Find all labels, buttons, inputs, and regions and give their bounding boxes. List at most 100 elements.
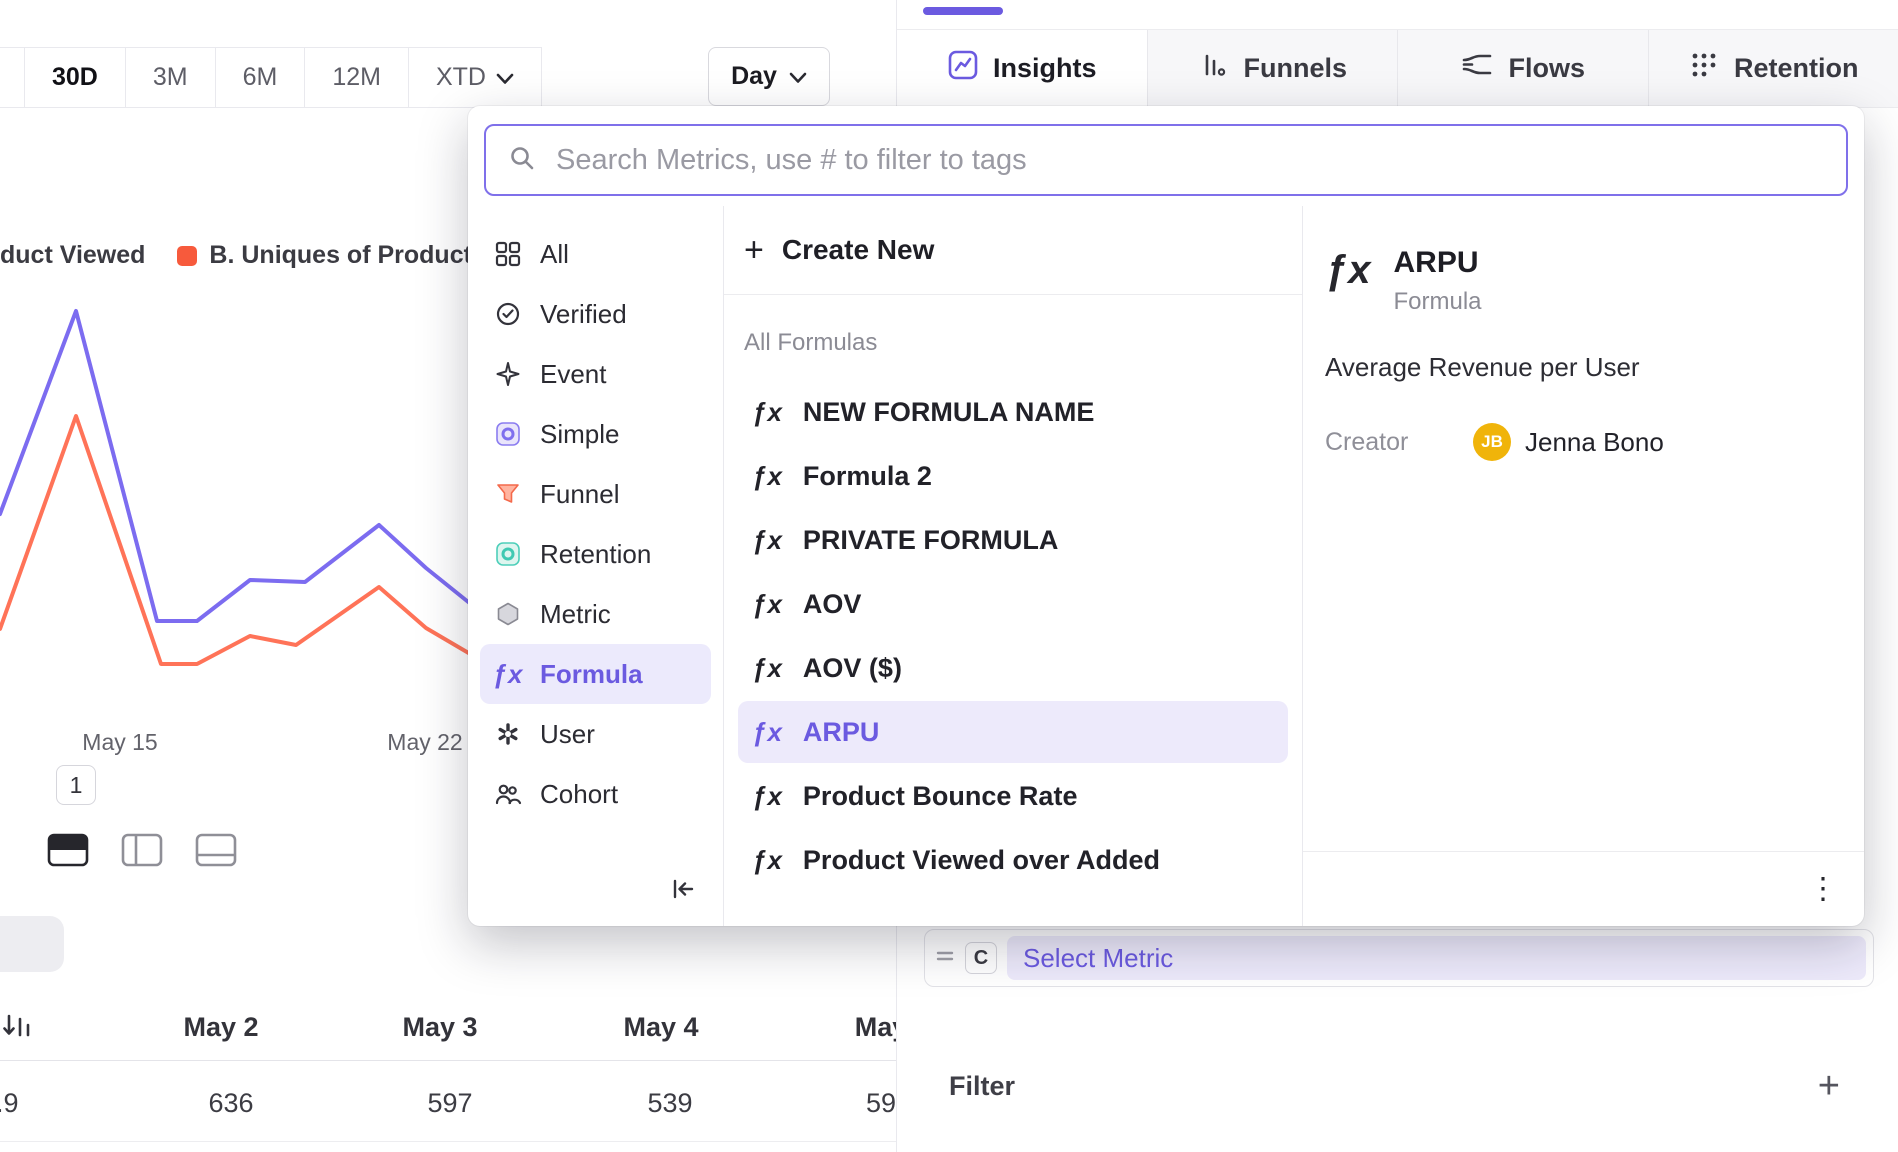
table-header: May 2 xyxy=(183,1012,259,1042)
creator-row: Creator JB Jenna Bono xyxy=(1325,423,1864,461)
fx-icon: ƒx xyxy=(752,524,783,555)
formula-list-column: + Create New All Formulas ƒx NEW FORMULA … xyxy=(724,206,1303,926)
formula-item[interactable]: ƒx Formula 2 xyxy=(752,460,932,491)
table-cell: 539 xyxy=(647,1088,693,1118)
fx-icon: ƒx xyxy=(752,844,783,875)
detail-type: Formula xyxy=(1393,288,1482,315)
plus-icon: + xyxy=(744,231,764,269)
side-tab-pill[interactable] xyxy=(0,916,64,972)
fx-icon: ƒx xyxy=(752,460,783,491)
metric-picker-modal: All Verified Event Simple Funnel xyxy=(468,106,1864,926)
tab-insights[interactable]: Insights xyxy=(897,30,1147,107)
fx-icon: ƒx xyxy=(752,652,783,683)
add-filter-button[interactable]: + xyxy=(1817,1065,1840,1107)
formula-item[interactable]: ƒx Product Bounce Rate xyxy=(752,780,1078,811)
chart-legend: duct Viewed B. Uniques of Product Add xyxy=(0,241,527,270)
time-range-strip: 30D 3M 6M 12M XTD xyxy=(0,47,542,108)
creator-name: Jenna Bono xyxy=(1525,426,1664,457)
simple-metric-icon xyxy=(494,421,522,447)
layout-split-horizontal-icon[interactable] xyxy=(44,830,92,870)
tab-flows[interactable]: Flows xyxy=(1397,30,1648,107)
metric-builder-row: C Select Metric xyxy=(924,929,1874,987)
category-item-all[interactable]: All xyxy=(480,224,711,284)
detail-title: ARPU xyxy=(1393,246,1479,279)
user-flower-icon xyxy=(494,721,522,747)
tab-funnels[interactable]: Funnels xyxy=(1146,30,1398,107)
fx-icon: ƒx xyxy=(752,780,783,811)
granularity-dropdown[interactable]: Day xyxy=(708,47,830,106)
select-metric-button[interactable]: Select Metric xyxy=(1007,936,1866,980)
metric-search-box xyxy=(484,124,1848,196)
search-input[interactable] xyxy=(554,142,1824,178)
filter-row: Filter + xyxy=(949,1062,1840,1110)
picker-columns: All Verified Event Simple Funnel xyxy=(468,206,1864,926)
detail-header: ƒx ARPU Formula xyxy=(1303,206,1864,316)
chevron-down-icon xyxy=(496,63,514,92)
filter-label: Filter xyxy=(949,1070,1016,1101)
metric-row-badge: C xyxy=(965,942,997,974)
sort-columns-icon[interactable] xyxy=(0,1008,36,1049)
category-item-user[interactable]: User xyxy=(480,704,711,764)
hexagon-metric-icon xyxy=(494,601,522,627)
x-axis-label: May 22 xyxy=(387,729,463,755)
category-item-funnel[interactable]: Funnel xyxy=(480,464,711,524)
verified-badge-icon xyxy=(494,301,522,327)
overflow-menu-icon[interactable]: ⋮ xyxy=(1808,872,1838,906)
layout-bottom-panel-icon[interactable] xyxy=(192,830,240,870)
category-item-event[interactable]: Event xyxy=(480,344,711,404)
pagination-page-button[interactable]: 1 xyxy=(56,765,96,805)
avatar: JB xyxy=(1473,423,1511,461)
category-item-cohort[interactable]: Cohort xyxy=(480,764,711,824)
creator-label: Creator xyxy=(1325,427,1409,456)
funnel-icon xyxy=(494,481,522,507)
formula-fx-icon: ƒx xyxy=(492,658,524,689)
table-cell: 597 xyxy=(427,1088,473,1118)
series-b-line xyxy=(0,414,474,666)
table-divider xyxy=(0,1141,896,1142)
formula-item[interactable]: ƒx AOV ($) xyxy=(752,652,902,683)
drag-handle-icon[interactable] xyxy=(935,948,955,969)
time-range-xtd[interactable]: XTD xyxy=(409,48,542,107)
line-chart xyxy=(0,309,474,666)
report-type-tabs: Insights Funnels Flows Retention xyxy=(897,29,1898,108)
spark-icon xyxy=(494,361,522,387)
formula-item[interactable]: ƒx Product Viewed over Added xyxy=(752,844,1160,875)
section-title: All Formulas xyxy=(744,329,878,356)
fx-icon: ƒx xyxy=(752,396,783,427)
category-item-metric[interactable]: Metric xyxy=(480,584,711,644)
formula-item[interactable]: ƒx AOV xyxy=(752,588,862,619)
metric-detail-panel: ƒx ARPU Formula Average Revenue per User… xyxy=(1303,206,1864,926)
formula-item[interactable]: ƒx NEW FORMULA NAME xyxy=(752,396,1095,427)
detail-footer: ⋮ xyxy=(1303,851,1864,926)
collapse-sidebar-icon[interactable] xyxy=(669,875,697,908)
detail-description: Average Revenue per User xyxy=(1325,352,1640,382)
retention-metric-icon xyxy=(494,541,522,567)
table-header: May 3 xyxy=(402,1012,478,1042)
fx-icon: ƒx xyxy=(752,588,783,619)
tab-retention[interactable]: Retention xyxy=(1647,30,1898,107)
chevron-down-icon xyxy=(789,62,807,91)
time-range-12m[interactable]: 12M xyxy=(305,48,409,107)
category-item-retention[interactable]: Retention xyxy=(480,524,711,584)
search-icon xyxy=(508,144,536,177)
category-item-formula[interactable]: ƒx Formula xyxy=(480,644,711,704)
formula-item[interactable]: ƒx PRIVATE FORMULA xyxy=(752,524,1059,555)
create-new-button[interactable]: + Create New xyxy=(724,206,1302,295)
legend-series-a[interactable]: duct Viewed xyxy=(0,241,146,269)
cohort-people-icon xyxy=(494,781,522,807)
time-range-30d[interactable]: 30D xyxy=(25,48,126,107)
funnels-icon xyxy=(1197,49,1229,88)
legend-swatch-b[interactable] xyxy=(177,245,198,266)
table-divider xyxy=(0,1060,896,1061)
time-range-3m[interactable]: 3M xyxy=(126,48,216,107)
category-item-simple[interactable]: Simple xyxy=(480,404,711,464)
grid-icon xyxy=(494,241,522,267)
category-item-verified[interactable]: Verified xyxy=(480,284,711,344)
table-header: May xyxy=(854,1012,896,1042)
fx-icon-large: ƒx xyxy=(1325,248,1372,292)
retention-icon xyxy=(1688,49,1720,88)
layout-split-vertical-icon[interactable] xyxy=(118,830,166,870)
formula-item-selected[interactable]: ƒx ARPU xyxy=(738,701,1288,763)
time-range-6m[interactable]: 6M xyxy=(216,48,306,107)
